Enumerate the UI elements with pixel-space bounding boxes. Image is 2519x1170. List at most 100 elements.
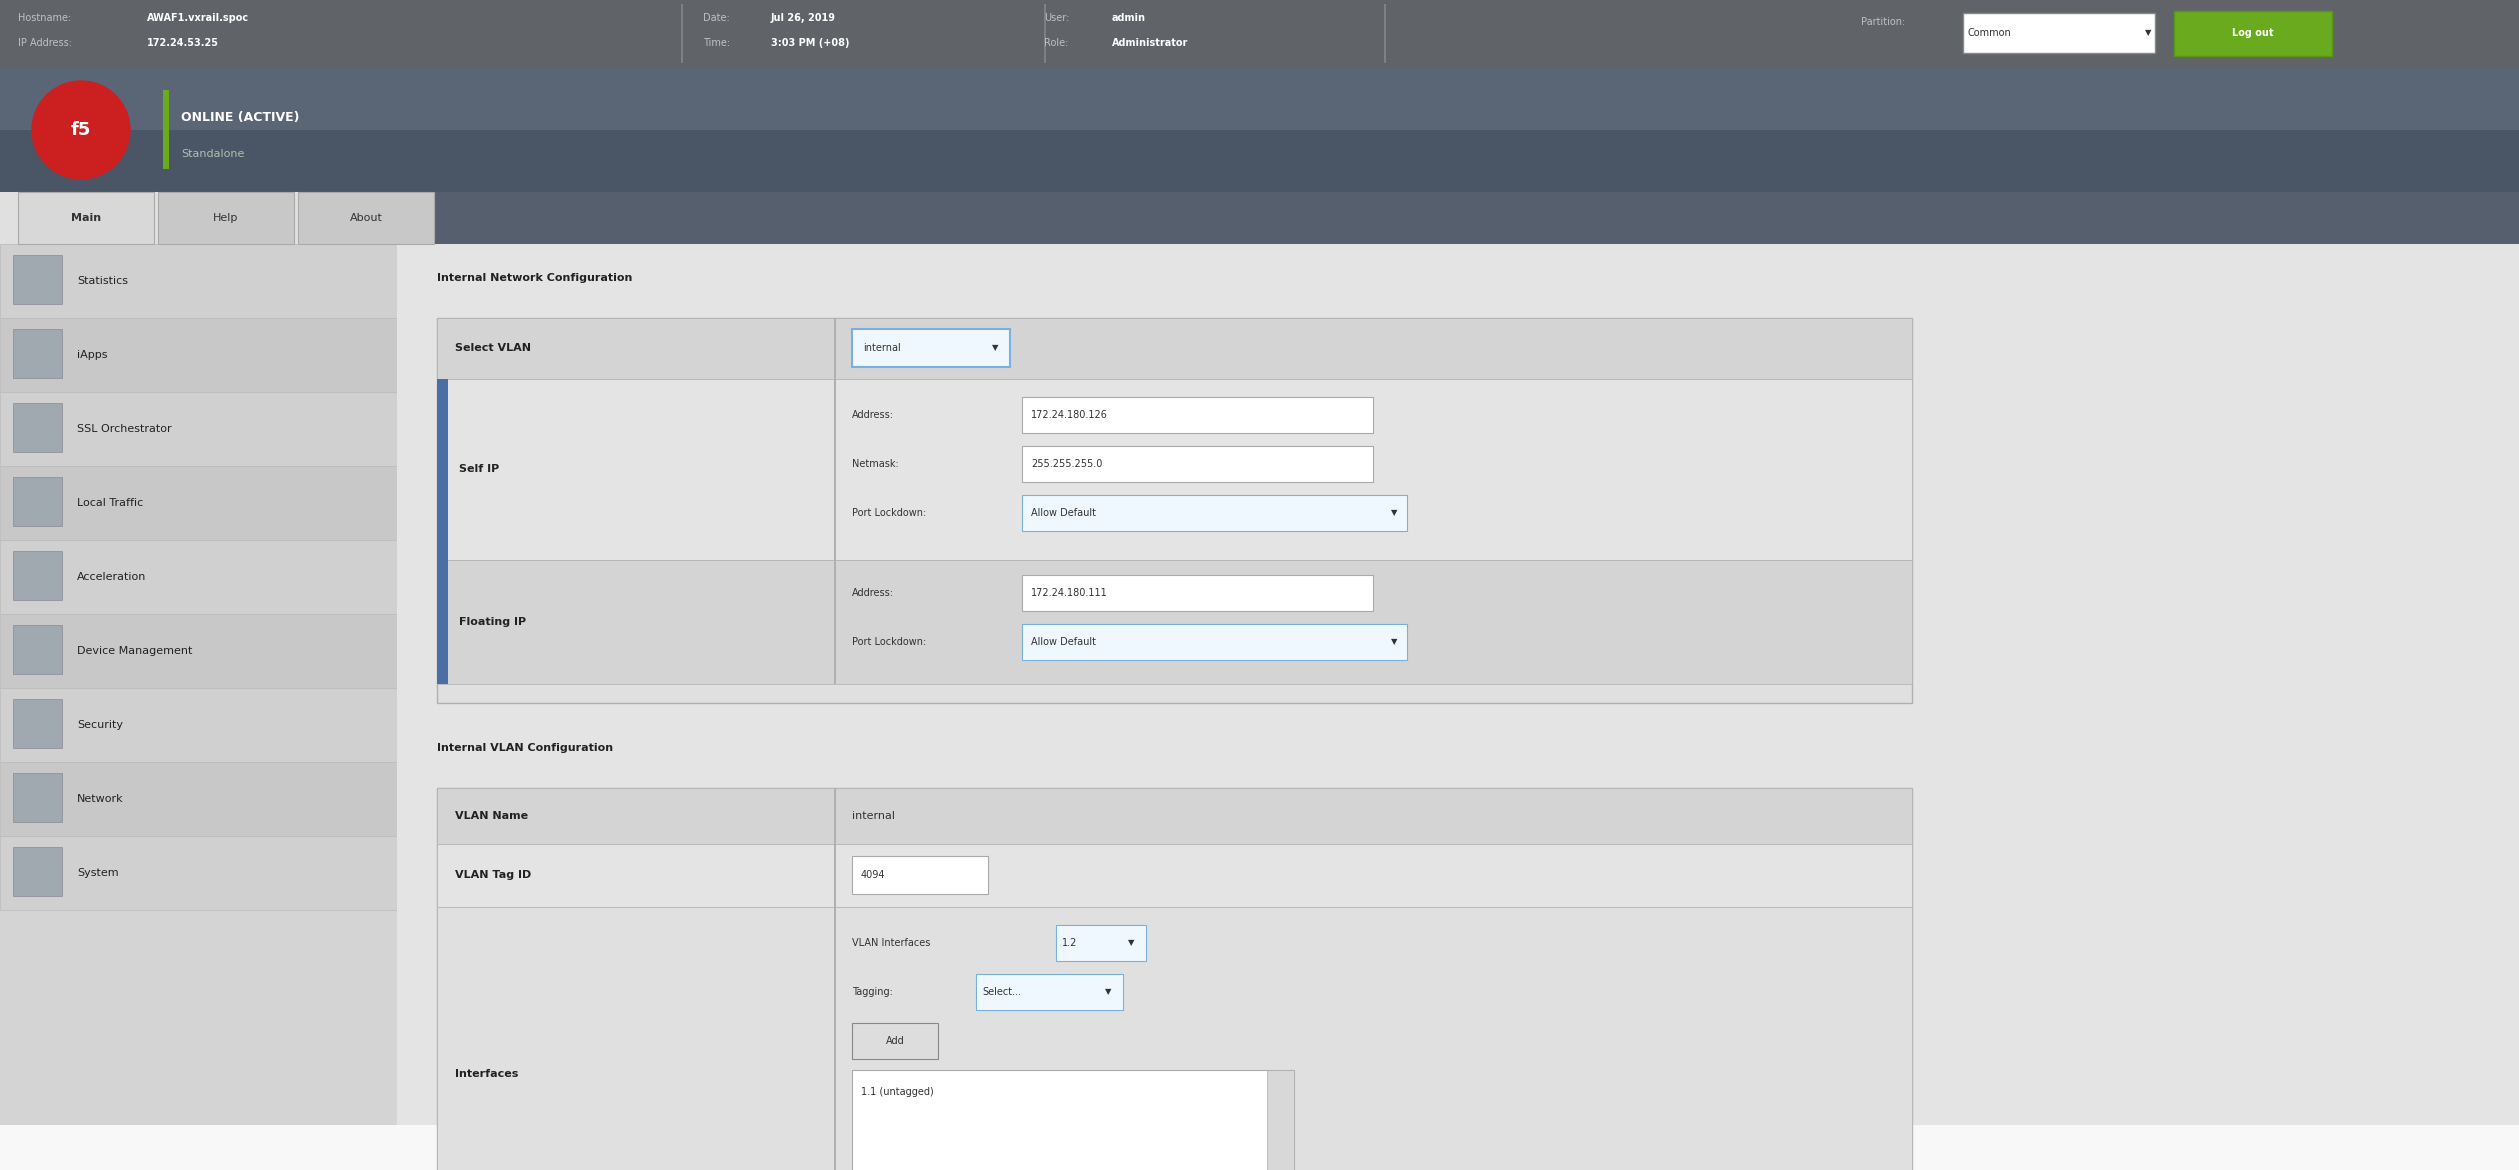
Text: Tagging:: Tagging: (851, 987, 892, 997)
Text: Common: Common (1967, 28, 2013, 37)
Bar (1055, 925, 1146, 961)
Text: Allow Default: Allow Default (1030, 508, 1096, 518)
Text: Administrator: Administrator (1111, 37, 1189, 48)
Text: Select VLAN: Select VLAN (456, 343, 532, 353)
Text: f5: f5 (71, 121, 91, 139)
Text: ▼: ▼ (1390, 509, 1398, 517)
Bar (13, 402, 63, 452)
Text: Standalone: Standalone (181, 149, 244, 159)
Text: System: System (78, 868, 118, 878)
Bar (1023, 397, 1373, 433)
Bar (159, 192, 295, 245)
Text: Internal VLAN Configuration: Internal VLAN Configuration (436, 743, 612, 753)
Text: Netmask:: Netmask: (851, 459, 899, 469)
Bar (0, 837, 398, 910)
Text: 172.24.180.111: 172.24.180.111 (1030, 589, 1108, 598)
Circle shape (33, 81, 131, 179)
Text: About: About (350, 213, 383, 223)
Text: Role:: Role: (1043, 37, 1068, 48)
Text: admin: admin (1111, 13, 1146, 23)
Bar (13, 847, 63, 896)
Bar (0, 762, 398, 837)
Bar (436, 318, 1912, 703)
Bar (1023, 574, 1373, 611)
Bar (0, 1126, 2519, 1170)
Text: VLAN Tag ID: VLAN Tag ID (456, 870, 532, 880)
Bar (851, 856, 987, 894)
Text: ONLINE (ACTIVE): ONLINE (ACTIVE) (181, 110, 300, 124)
Text: 1.1 (untagged): 1.1 (untagged) (861, 1087, 935, 1097)
Bar (436, 844, 1912, 907)
Bar (0, 192, 398, 245)
Text: ▼: ▼ (992, 344, 998, 352)
Text: Help: Help (214, 213, 239, 223)
Text: Address:: Address: (851, 589, 894, 598)
Text: Address:: Address: (851, 410, 894, 420)
Bar (13, 698, 63, 748)
Text: 3:03 PM (+08): 3:03 PM (+08) (771, 37, 849, 48)
Text: Select...: Select... (982, 987, 1020, 997)
Bar (851, 329, 1010, 367)
Text: Time:: Time: (703, 37, 731, 48)
Bar (0, 245, 398, 1170)
Bar (0, 688, 398, 762)
Bar (13, 329, 63, 378)
Text: VLAN Interfaces: VLAN Interfaces (851, 938, 930, 948)
Text: 255.255.255.0: 255.255.255.0 (1030, 459, 1103, 469)
Text: iApps: iApps (78, 350, 108, 360)
Bar (1267, 1071, 1295, 1170)
Bar (1023, 495, 1408, 531)
Bar (297, 192, 433, 245)
Bar (436, 789, 1912, 844)
Text: internal: internal (864, 343, 902, 353)
Bar (13, 773, 63, 823)
Text: Network: Network (78, 794, 123, 804)
Text: AWAF1.vxrail.spoc: AWAF1.vxrail.spoc (146, 13, 249, 23)
Bar (2174, 11, 2333, 56)
Text: Security: Security (78, 720, 123, 730)
Bar (851, 1071, 1295, 1170)
Bar (13, 255, 63, 304)
Bar (975, 973, 1123, 1010)
Bar (0, 68, 2519, 192)
Text: Main: Main (71, 213, 101, 223)
Bar (0, 245, 398, 318)
Text: Port Lockdown:: Port Lockdown: (851, 508, 927, 518)
Bar (1023, 446, 1373, 482)
Text: ▼: ▼ (1390, 638, 1398, 647)
Text: Allow Default: Allow Default (1030, 636, 1096, 647)
Text: 172.24.53.25: 172.24.53.25 (146, 37, 219, 48)
Bar (436, 379, 448, 560)
Text: Partition:: Partition: (1862, 18, 1904, 27)
Bar (13, 625, 63, 674)
Bar (436, 379, 1912, 560)
Text: 1.2: 1.2 (1063, 938, 1078, 948)
Bar (436, 907, 1912, 1170)
Bar (18, 192, 154, 245)
Bar (1962, 13, 2154, 53)
Text: VLAN Name: VLAN Name (456, 811, 529, 821)
Bar (0, 466, 398, 541)
Text: User:: User: (1043, 13, 1071, 23)
Bar (436, 789, 1912, 1170)
Text: Add: Add (887, 1035, 904, 1046)
Bar (0, 392, 398, 466)
Text: Jul 26, 2019: Jul 26, 2019 (771, 13, 836, 23)
Bar (851, 1023, 937, 1059)
Bar (0, 541, 398, 614)
Bar (1023, 624, 1408, 660)
Text: Acceleration: Acceleration (78, 572, 146, 581)
Text: 4094: 4094 (861, 870, 887, 880)
Text: SSL Orchestrator: SSL Orchestrator (78, 424, 171, 434)
Text: ▼: ▼ (1129, 938, 1134, 948)
Bar (0, 0, 2519, 68)
Text: 172.24.180.126: 172.24.180.126 (1030, 410, 1108, 420)
Bar (398, 192, 2519, 245)
Bar (164, 90, 169, 168)
Text: Internal Network Configuration: Internal Network Configuration (436, 273, 632, 283)
Bar (436, 318, 1912, 379)
Text: ▼: ▼ (2146, 28, 2151, 37)
Text: Self IP: Self IP (458, 464, 499, 474)
Text: Local Traffic: Local Traffic (78, 498, 144, 508)
Bar (436, 560, 1912, 684)
